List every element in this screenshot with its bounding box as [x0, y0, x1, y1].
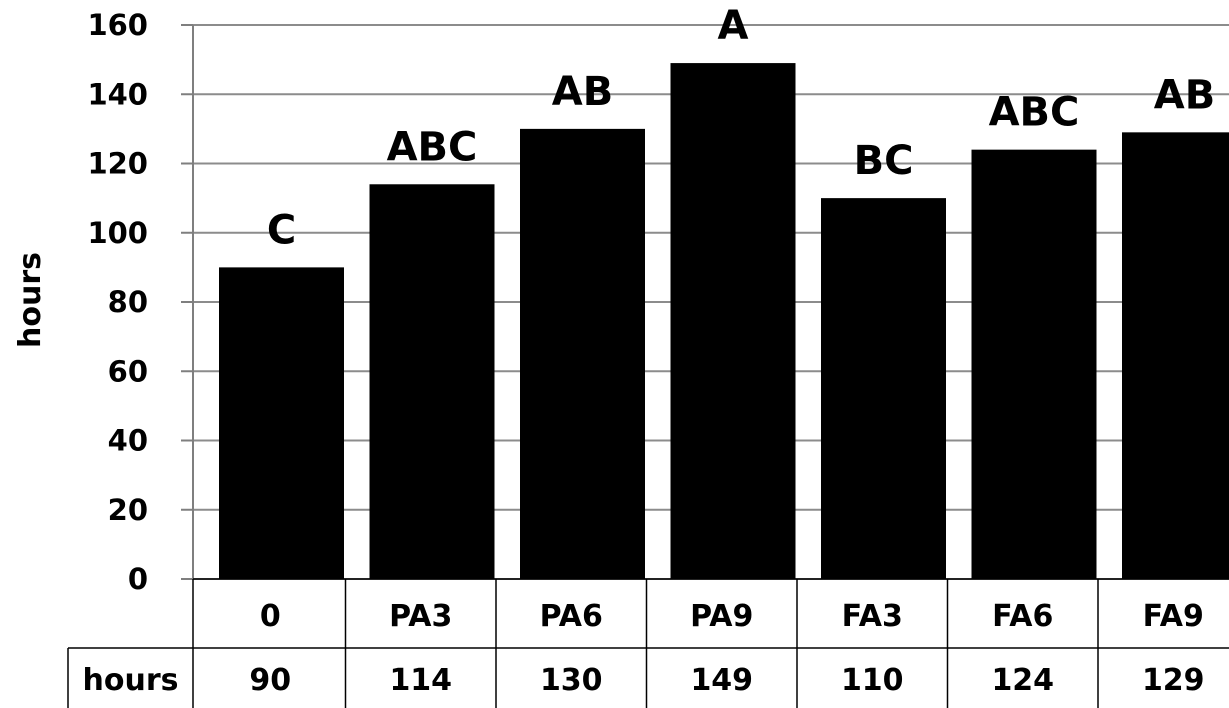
y-tick-label: 80 — [108, 285, 148, 319]
x-category-label: PA9 — [690, 599, 753, 634]
x-category-label: PA3 — [389, 599, 452, 634]
table-value-cell: 124 — [991, 663, 1054, 698]
bar-PA6 — [520, 128, 645, 579]
x-category-label: FA6 — [992, 599, 1053, 634]
y-tick-label: 0 — [128, 562, 148, 596]
table-value-cell: 130 — [540, 663, 603, 698]
significance-label: AB — [552, 69, 613, 115]
y-tick-label: 40 — [108, 424, 148, 458]
table-value-cell: 90 — [249, 663, 291, 698]
x-category-label: FA9 — [1143, 599, 1204, 634]
bar-PA9 — [670, 63, 796, 579]
x-category-label: 0 — [260, 599, 281, 634]
y-tick-label: 20 — [108, 493, 148, 527]
significance-label: ABC — [387, 124, 478, 170]
y-tick-label: 160 — [87, 8, 148, 42]
data-table: hours 0 90 PA3 114 PA6 130 PA9 149 FA3 110 FA6 124 FA… — [67, 578, 1229, 708]
significance-label: C — [267, 207, 296, 253]
y-tick-labels: 0 20 40 60 80 100 120 140 160 — [87, 8, 148, 596]
table-row-label: hours — [83, 663, 179, 698]
x-category-label: PA6 — [540, 599, 603, 634]
bar-FA9 — [1122, 132, 1229, 579]
significance-label: BC — [854, 138, 914, 184]
y-tick-label: 100 — [87, 216, 148, 250]
bars — [219, 63, 1229, 579]
x-category-label: FA3 — [842, 599, 903, 634]
bar-FA6 — [971, 149, 1097, 579]
y-axis-label: hours — [13, 252, 48, 348]
significance-label: ABC — [989, 90, 1080, 136]
significance-label: AB — [1154, 72, 1215, 118]
table-value-cell: 110 — [841, 663, 904, 698]
y-tick-label: 120 — [87, 147, 148, 181]
bar-FA3 — [821, 198, 946, 579]
y-tick-label: 140 — [87, 77, 148, 111]
bar-PA3 — [369, 184, 495, 579]
significance-label: A — [718, 3, 749, 49]
table-value-cell: 149 — [690, 663, 753, 698]
y-tick-label: 60 — [108, 354, 148, 388]
table-value-cell: 129 — [1142, 663, 1205, 698]
table-value-cell: 114 — [389, 663, 452, 698]
bar-0 — [219, 267, 344, 579]
